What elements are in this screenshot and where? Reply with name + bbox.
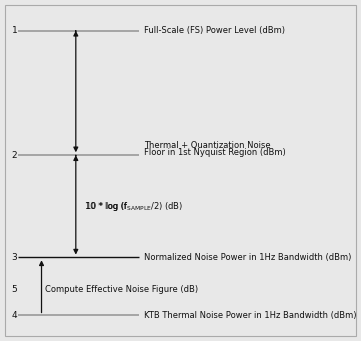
Text: 2: 2 <box>12 151 17 160</box>
Text: 4: 4 <box>12 311 17 320</box>
Text: Compute Effective Noise Figure (dB): Compute Effective Noise Figure (dB) <box>45 285 198 294</box>
Text: Normalized Noise Power in 1Hz Bandwidth (dBm): Normalized Noise Power in 1Hz Bandwidth … <box>144 253 352 262</box>
Text: KTB Thermal Noise Power in 1Hz Bandwidth (dBm): KTB Thermal Noise Power in 1Hz Bandwidth… <box>144 311 357 320</box>
Text: 5: 5 <box>12 285 17 294</box>
Text: 3: 3 <box>12 253 17 262</box>
Text: Full-Scale (FS) Power Level (dBm): Full-Scale (FS) Power Level (dBm) <box>144 26 286 35</box>
Text: Floor in 1st Nyquist Region (dBm): Floor in 1st Nyquist Region (dBm) <box>144 148 286 157</box>
Text: 10 * log (f: 10 * log (f <box>85 202 127 211</box>
Text: Thermal + Quantization Noise: Thermal + Quantization Noise <box>144 141 271 150</box>
Text: 10 * log (f$_{\mathregular{SAMPLE}}$/2) (dB): 10 * log (f$_{\mathregular{SAMPLE}}$/2) … <box>85 200 183 213</box>
Text: 1: 1 <box>12 26 17 35</box>
